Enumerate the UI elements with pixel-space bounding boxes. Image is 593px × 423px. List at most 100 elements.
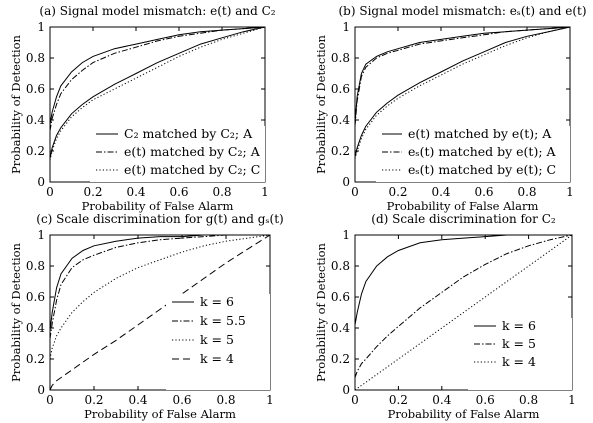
legend-entry: k = 4 (502, 354, 536, 369)
legend-entry: k = 4 (200, 351, 234, 366)
x-tick-label: 0.4 (432, 393, 451, 407)
legend: e(t) matched by e(t); A eₛ(t) matched by … (376, 126, 570, 182)
y-tick-label: 1 (37, 228, 45, 242)
x-tick-label: 1 (568, 393, 576, 407)
legend-entry: eₛ(t) matched by e(t); A (408, 144, 557, 159)
x-tick-label: 0.2 (83, 185, 102, 199)
x-tick-label: 0.2 (389, 393, 408, 407)
legend-entry: eₛ(t) matched by e(t); C (408, 162, 556, 177)
x-tick-label: 1 (266, 393, 274, 407)
roc-panel-4: (d) Scale discrimination for C₂ 0 0.2 0.4 0.… (314, 212, 576, 421)
y-axis-label: Probability of Detection (9, 34, 23, 173)
roc-panel-3: (c) Scale discrimination for g(t) and gₛ… (9, 212, 284, 421)
y-tick-label: 0.4 (26, 321, 45, 335)
x-tick-label: 0 (46, 393, 54, 407)
x-tick-label: 0 (351, 185, 359, 199)
y-tick-label: 1 (342, 20, 350, 34)
series-line-2 (49, 26, 266, 131)
legend-entry: k = 6 (502, 318, 536, 333)
legend-background (376, 126, 570, 182)
y-tick-label: 0 (37, 383, 45, 397)
x-tick-label: 0 (351, 393, 359, 407)
y-axis-label: Probability of Detection (9, 242, 23, 381)
series-line-3 (354, 234, 573, 391)
x-tick-label: 0.6 (169, 185, 188, 199)
y-tick-label: 0.8 (26, 51, 45, 65)
x-axis-label: Probability of False Alarm (388, 407, 540, 421)
legend-entry: C₂ matched by C₂; A (124, 126, 253, 141)
series-line-3 (354, 26, 571, 159)
x-tick-label: 0.4 (128, 393, 147, 407)
series-line-3 (49, 26, 266, 161)
x-tick-label: 0 (46, 185, 54, 199)
legend-background (166, 294, 270, 390)
legend-entry: k = 5 (200, 332, 234, 347)
x-tick-label: 0.8 (212, 185, 231, 199)
y-tick-label: 0.6 (26, 82, 45, 96)
y-tick-label: 1 (342, 228, 350, 242)
x-tick-label: 1 (261, 185, 269, 199)
chart-title: (a) Signal model mismatch: e(t) and C₂ (39, 4, 275, 18)
y-tick-label: 0.4 (331, 113, 350, 127)
x-tick-label: 0.4 (431, 185, 450, 199)
x-tick-label: 0.2 (84, 393, 103, 407)
x-axis-label: Probability of False Alarm (84, 407, 236, 421)
legend: C₂ matched by C₂; A e(t) matched by C₂; A… (90, 126, 265, 182)
roc-panel-1: (a) Signal model mismatch: e(t) and C₂0 0… (9, 4, 276, 213)
roc-panel-2: (b) Signal model mismatch: eₛ(t) and e(t… (314, 4, 587, 213)
y-tick-label: 0.4 (331, 321, 350, 335)
plot-frame (354, 234, 573, 391)
y-tick-label: 0 (342, 383, 350, 397)
x-tick-label: 0.8 (216, 393, 235, 407)
legend-entry: k = 5.5 (200, 313, 246, 328)
series-line-2 (354, 26, 571, 127)
x-axis-label: Probability of False Alarm (387, 199, 539, 213)
series-line-4 (49, 26, 266, 159)
legend-entry: e(t) matched by e(t); A (408, 126, 552, 141)
legend-entry: e(t) matched by C₂; A (124, 144, 261, 159)
series-line-1 (49, 26, 266, 125)
series-line-4 (354, 26, 571, 158)
y-tick-label: 1 (37, 20, 45, 34)
series-line-2 (354, 234, 573, 378)
y-axis-label: Probability of Detection (314, 242, 328, 381)
x-tick-label: 0.4 (126, 185, 145, 199)
y-tick-label: 0.6 (331, 82, 350, 96)
y-tick-label: 0 (342, 175, 350, 189)
x-tick-label: 0.8 (517, 185, 536, 199)
legend-background (468, 318, 572, 390)
x-tick-label: 0.2 (388, 185, 407, 199)
x-tick-label: 0.6 (474, 185, 493, 199)
y-tick-label: 0.6 (331, 290, 350, 304)
y-tick-label: 0 (37, 175, 45, 189)
chart-title: (d) Scale discrimination for C₂ (371, 212, 556, 226)
x-tick-label: 0.8 (519, 393, 538, 407)
legend-entry: k = 6 (200, 294, 234, 309)
y-tick-label: 0.2 (331, 144, 350, 158)
series-line-1 (354, 234, 572, 325)
y-tick-label: 0.8 (331, 259, 350, 273)
y-tick-label: 0.6 (26, 290, 45, 304)
y-tick-label: 0.2 (331, 352, 350, 366)
series-line-4 (49, 234, 271, 391)
y-tick-label: 0.8 (26, 259, 45, 273)
y-axis-label: Probability of Detection (314, 34, 328, 173)
legend-background (90, 126, 265, 182)
y-tick-label: 0.2 (26, 352, 45, 366)
chart-title: (b) Signal model mismatch: eₛ(t) and e(t… (338, 4, 586, 18)
legend-entry: e(t) matched by C₂; C (124, 162, 260, 177)
x-axis-label: Probability of False Alarm (82, 199, 234, 213)
x-tick-label: 0.6 (476, 393, 495, 407)
legend: k = 6 k = 5 k = 4 (468, 318, 572, 390)
series-line-2 (49, 234, 270, 339)
series-line-1 (354, 26, 571, 124)
x-tick-label: 1 (566, 185, 574, 199)
legend: k = 6 k = 5.5 k = 5 k = 4 (166, 294, 270, 390)
y-tick-label: 0.2 (26, 144, 45, 158)
chart-title: (c) Scale discrimination for g(t) and gₛ… (36, 212, 283, 226)
legend-entry: k = 5 (502, 336, 536, 351)
series-line-1 (49, 234, 270, 332)
x-tick-label: 0.6 (172, 393, 191, 407)
y-tick-label: 0.4 (26, 113, 45, 127)
